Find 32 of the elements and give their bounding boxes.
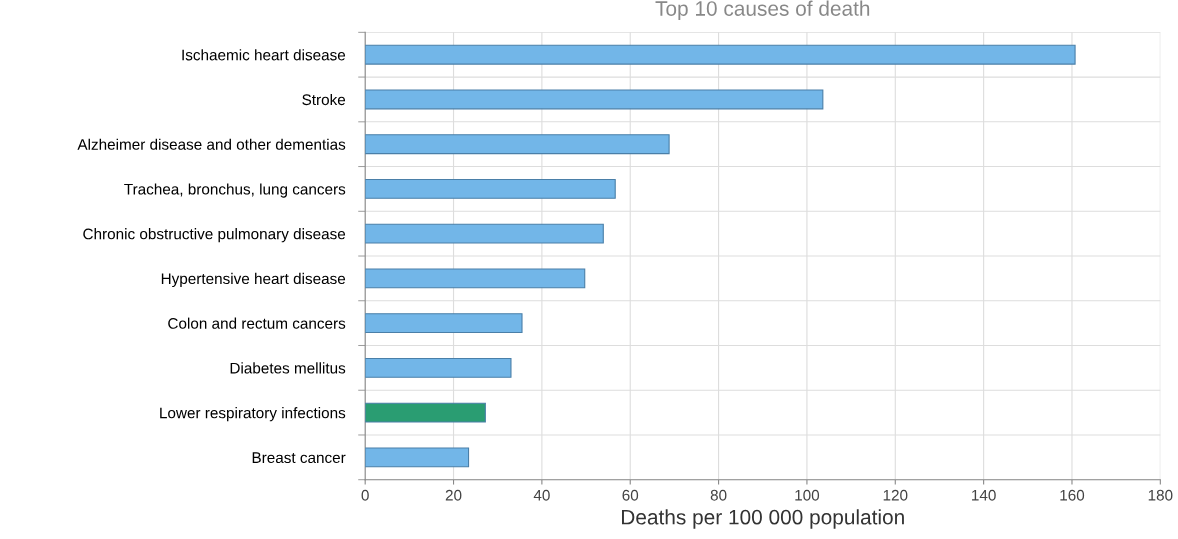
x-tick-label: 20 bbox=[445, 489, 462, 501]
y-tick-label: Lower respiratory infections bbox=[160, 407, 346, 422]
x-tick-label: 180 bbox=[1148, 489, 1173, 501]
y-tick-label: Stroke bbox=[302, 93, 346, 106]
bar bbox=[365, 44, 1076, 65]
y-tick-label: Diabetes mellitus bbox=[230, 362, 346, 374]
y-tick-label: Chronic obstructive pulmonary disease bbox=[83, 228, 346, 243]
y-tick-label: Alzheimer disease and other dementias bbox=[77, 138, 346, 150]
x-tick-label: 160 bbox=[1060, 489, 1085, 501]
bar bbox=[365, 134, 670, 155]
x-axis-title: Deaths per 100 000 population bbox=[622, 509, 904, 529]
bar bbox=[365, 313, 523, 334]
bar bbox=[365, 402, 486, 423]
x-tick-label: 80 bbox=[710, 489, 727, 501]
bar bbox=[365, 178, 616, 199]
y-tick-label: Hypertensive heart disease bbox=[161, 272, 346, 288]
bar bbox=[365, 268, 586, 289]
chart-title: Top 10 causes of death bbox=[655, 0, 870, 20]
x-tick-label: 0 bbox=[361, 489, 369, 501]
x-tick-label: 140 bbox=[972, 489, 996, 501]
y-tick-label: Trachea, bronchus, lung cancers bbox=[124, 183, 346, 198]
y-tick-label: Breast cancer bbox=[252, 452, 346, 464]
bar bbox=[365, 223, 604, 244]
x-tick-label: 40 bbox=[533, 489, 550, 501]
bar bbox=[365, 357, 512, 378]
x-tick-label: 120 bbox=[883, 489, 908, 501]
y-tick-label: Colon and rectum cancers bbox=[168, 317, 346, 329]
x-tick-label: 60 bbox=[622, 489, 639, 501]
bar bbox=[365, 89, 824, 110]
x-tick-label: 100 bbox=[795, 489, 820, 501]
bar bbox=[365, 447, 470, 468]
y-tick-label: Ischaemic heart disease bbox=[182, 49, 346, 61]
